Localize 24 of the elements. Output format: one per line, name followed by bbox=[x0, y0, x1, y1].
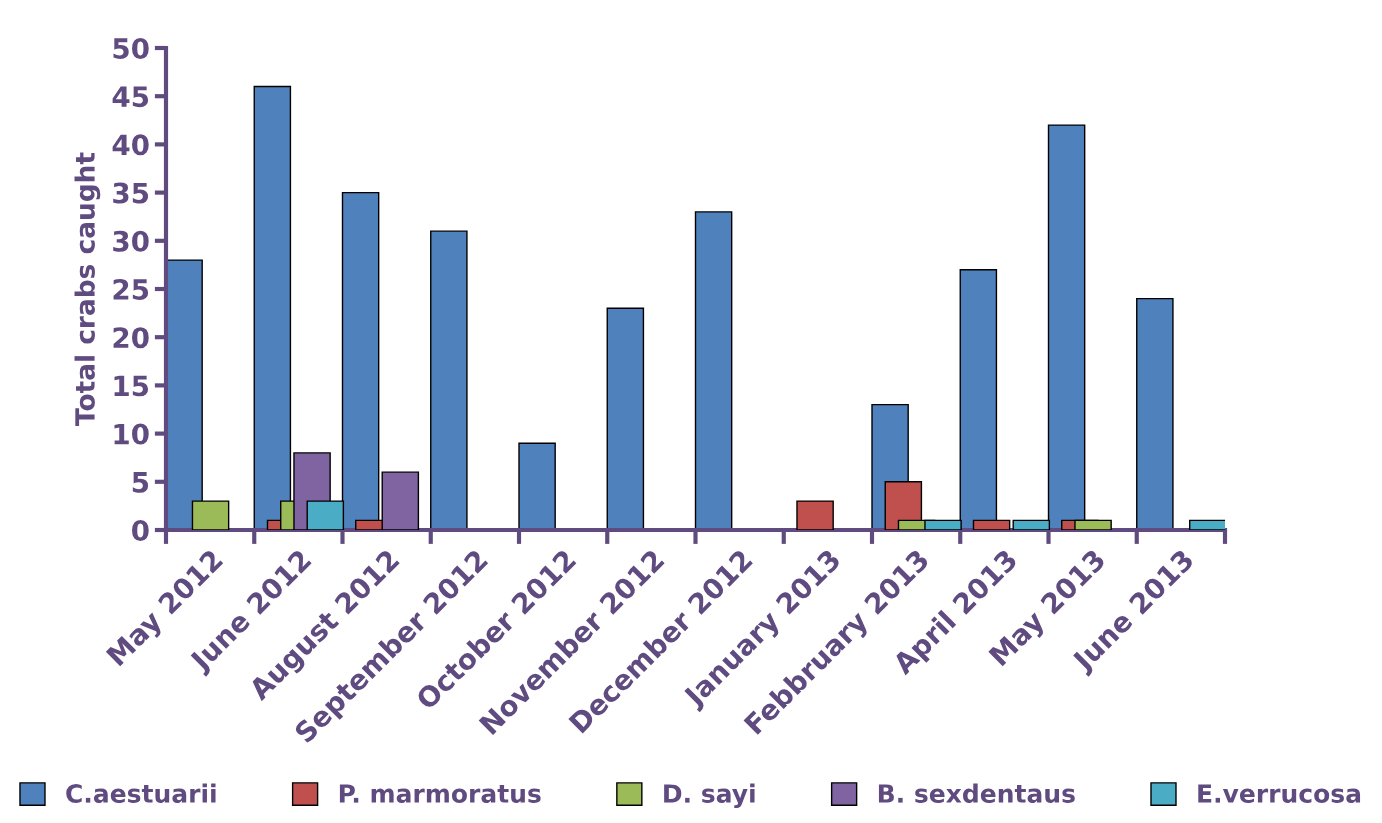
y-tick-label: 0 bbox=[132, 519, 149, 541]
y-tick-label: 45 bbox=[112, 86, 149, 108]
y-tick-label: 15 bbox=[114, 375, 149, 397]
y-tick-label: 10 bbox=[114, 423, 149, 445]
bar bbox=[796, 500, 834, 530]
legend-label: D. sayi bbox=[664, 783, 755, 808]
y-tick-label: 30 bbox=[113, 230, 149, 252]
bar bbox=[606, 307, 645, 530]
y-tick-label: 50 bbox=[113, 37, 149, 59]
y-tick-label: 5 bbox=[132, 472, 149, 493]
bar bbox=[253, 85, 292, 530]
legend-label: P. marmoratus bbox=[339, 784, 541, 803]
bar bbox=[518, 442, 556, 530]
bar bbox=[694, 211, 733, 530]
legend-label: E.verrucosa bbox=[1198, 784, 1361, 803]
y-tick-label: 20 bbox=[113, 327, 149, 349]
y-tick-label: 25 bbox=[113, 278, 149, 300]
legend-label: B. sexdentaus bbox=[878, 783, 1075, 803]
y-tick-label: 40 bbox=[112, 134, 149, 156]
bar bbox=[430, 230, 468, 530]
bar bbox=[1136, 297, 1174, 530]
y-axis-title: Total crabs caught bbox=[74, 152, 101, 426]
y-tick-label: 35 bbox=[113, 182, 149, 204]
legend-label: C.aestuarii bbox=[66, 783, 216, 803]
